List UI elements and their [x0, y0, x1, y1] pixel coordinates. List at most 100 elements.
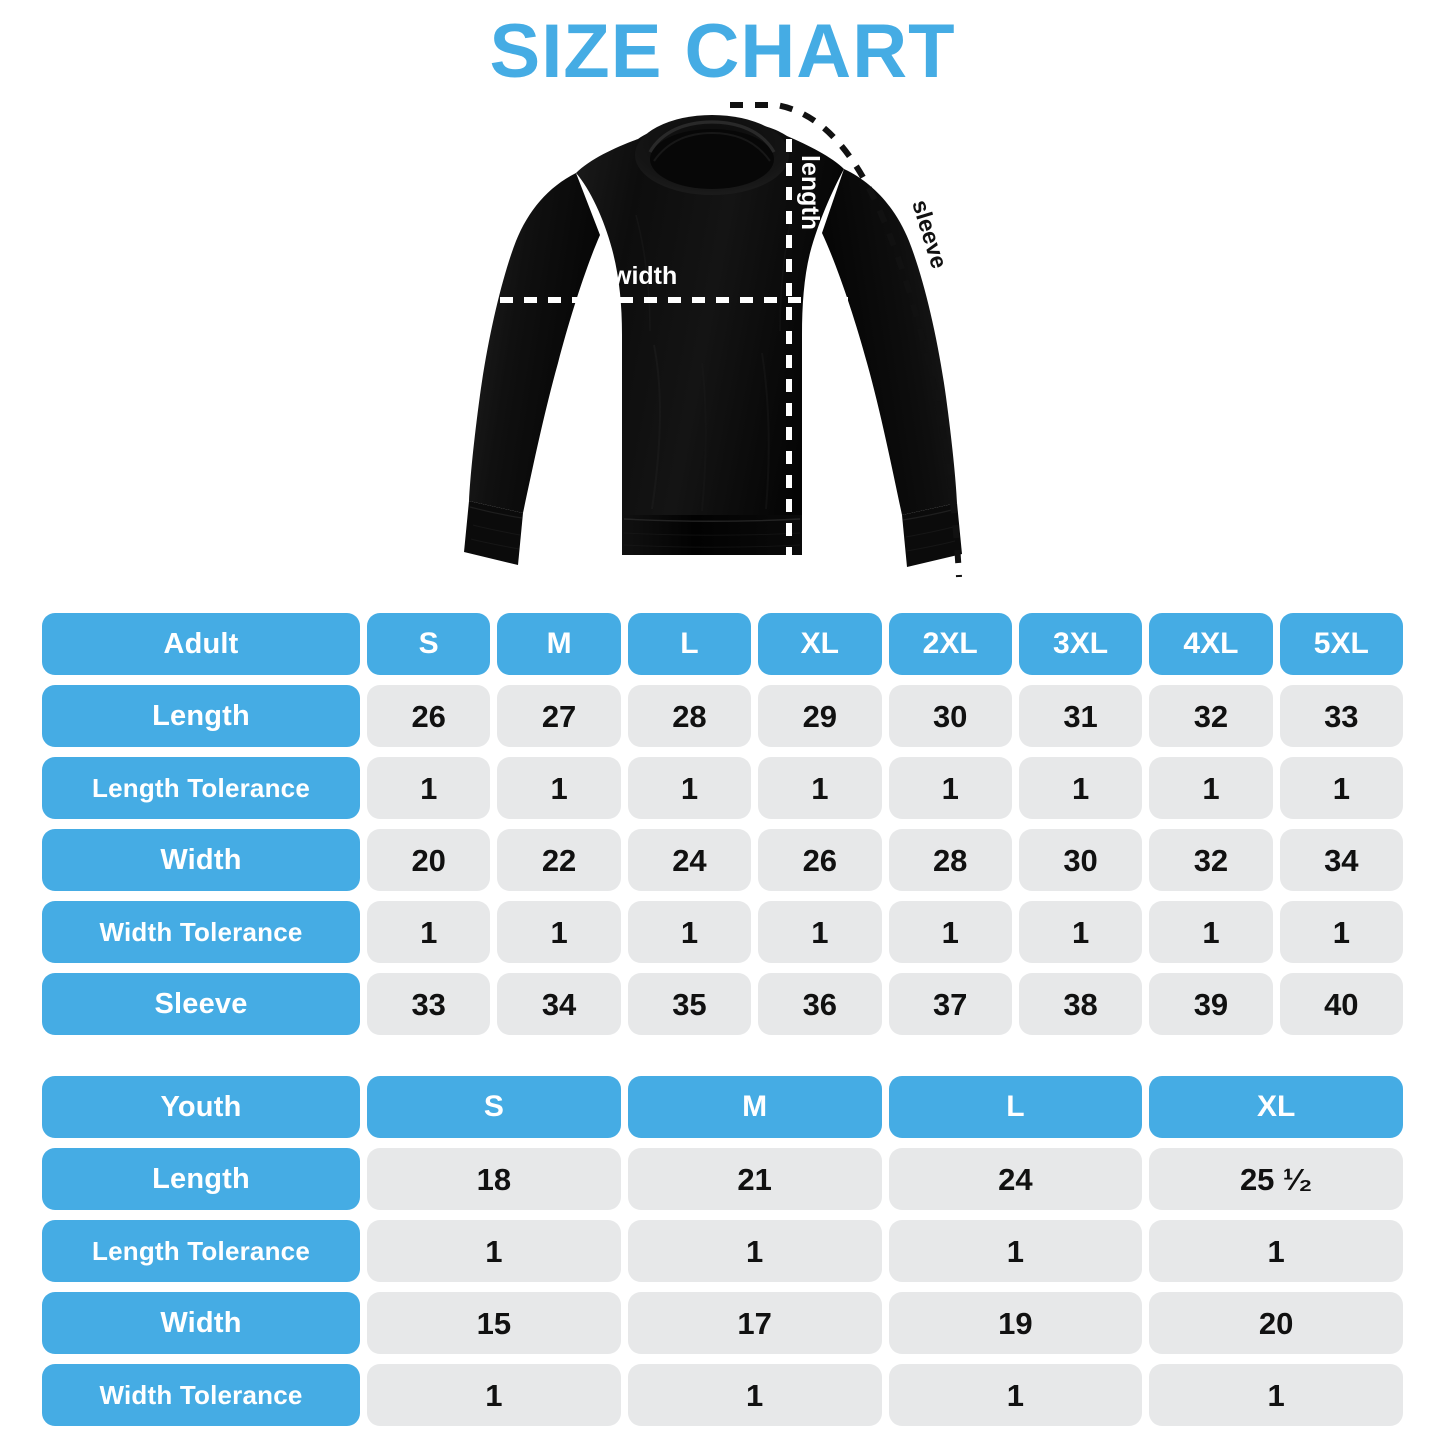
row-label-width: Width: [42, 1292, 360, 1354]
table-cell: 1: [497, 901, 621, 963]
youth-size-table: Youth S M L XL Length 18 21 24 25 ¹⁄₂ Le…: [42, 1076, 1403, 1426]
row-label-width: Width: [42, 829, 360, 891]
table-cell: 1: [1149, 901, 1273, 963]
adult-size-header-l: L: [627, 613, 752, 675]
table-cell: 1: [627, 1220, 882, 1282]
table-cell: 27: [497, 685, 621, 747]
adult-size-table: Adult S M L XL 2XL 3XL 4XL 5XL Length 26…: [42, 613, 1403, 1035]
width-label: width: [612, 262, 678, 290]
table-cell: 1: [1149, 757, 1273, 819]
table-row: Width Tolerance 1 1 1 1: [42, 1364, 1403, 1426]
table-cell: 1: [367, 901, 491, 963]
length-label: length: [796, 155, 824, 230]
table-cell: 38: [1018, 973, 1143, 1035]
table-cell: 1: [888, 1364, 1143, 1426]
table-cell: 1: [497, 757, 621, 819]
table-cell: 20: [1149, 1292, 1403, 1354]
row-label-length: Length: [42, 1148, 360, 1210]
sweatshirt-graphic: [464, 102, 962, 578]
table-cell: 21: [627, 1148, 882, 1210]
table-cell: 33: [1279, 685, 1403, 747]
table-cell: 34: [1279, 829, 1403, 891]
table-row: Sleeve 33 34 35 36 37 38 39 40: [42, 973, 1403, 1035]
table-cell: 1: [758, 901, 882, 963]
table-cell: 36: [758, 973, 882, 1035]
table-cell: 22: [497, 829, 621, 891]
adult-category-label: Adult: [42, 613, 360, 675]
youth-header-row: Youth S M L XL: [42, 1076, 1403, 1138]
table-cell: 1: [1018, 757, 1143, 819]
table-cell: 1: [1018, 901, 1143, 963]
adult-size-header-m: M: [497, 613, 621, 675]
table-row: Width Tolerance 1 1 1 1 1 1 1 1: [42, 901, 1403, 963]
table-cell: 30: [888, 685, 1012, 747]
table-cell: 1: [888, 1220, 1143, 1282]
table-cell: 29: [758, 685, 882, 747]
adult-size-header-2xl: 2XL: [888, 613, 1012, 675]
table-cell: 1: [367, 1364, 621, 1426]
table-cell: 1: [758, 757, 882, 819]
table-cell: 1: [627, 901, 752, 963]
row-label-length-tolerance: Length Tolerance: [42, 757, 360, 819]
row-label-sleeve: Sleeve: [42, 973, 360, 1035]
table-cell: 24: [627, 829, 752, 891]
table-cell: 32: [1149, 685, 1273, 747]
adult-size-header-5xl: 5XL: [1279, 613, 1403, 675]
table-cell: 39: [1149, 973, 1273, 1035]
table-cell: 40: [1279, 973, 1403, 1035]
table-cell: 32: [1149, 829, 1273, 891]
table-cell: 1: [888, 757, 1012, 819]
table-row: Width 20 22 24 26 28 30 32 34: [42, 829, 1403, 891]
youth-size-header-l: L: [888, 1076, 1143, 1138]
table-row: Length Tolerance 1 1 1 1 1 1 1 1: [42, 757, 1403, 819]
table-cell: 25 ¹⁄₂: [1149, 1148, 1403, 1210]
youth-size-header-m: M: [627, 1076, 882, 1138]
table-row: Length Tolerance 1 1 1 1: [42, 1220, 1403, 1282]
row-label-length-tolerance: Length Tolerance: [42, 1220, 360, 1282]
table-cell: 24: [888, 1148, 1143, 1210]
table-cell: 1: [888, 901, 1012, 963]
table-cell: 31: [1018, 685, 1143, 747]
row-label-width-tolerance: Width Tolerance: [42, 901, 360, 963]
garment-illustration: width length sleeve: [440, 95, 1005, 595]
table-cell: 1: [1149, 1364, 1403, 1426]
table-cell: 18: [367, 1148, 621, 1210]
youth-size-header-xl: XL: [1149, 1076, 1403, 1138]
adult-size-header-4xl: 4XL: [1149, 613, 1273, 675]
table-cell: 1: [627, 1364, 882, 1426]
table-row: Length 18 21 24 25 ¹⁄₂: [42, 1148, 1403, 1210]
table-cell: 1: [627, 757, 752, 819]
table-cell: 28: [627, 685, 752, 747]
table-cell: 26: [367, 685, 491, 747]
table-row: Width 15 17 19 20: [42, 1292, 1403, 1354]
sweatshirt-body: [576, 115, 844, 555]
adult-header-row: Adult S M L XL 2XL 3XL 4XL 5XL: [42, 613, 1403, 675]
table-cell: 28: [888, 829, 1012, 891]
page-title: SIZE CHART: [489, 9, 956, 94]
left-sleeve: [464, 173, 600, 565]
row-label-length: Length: [42, 685, 360, 747]
table-cell: 17: [627, 1292, 882, 1354]
youth-category-label: Youth: [42, 1076, 360, 1138]
adult-size-header-s: S: [367, 613, 491, 675]
adult-size-header-xl: XL: [758, 613, 882, 675]
table-cell: 34: [497, 973, 621, 1035]
row-label-width-tolerance: Width Tolerance: [42, 1364, 360, 1426]
table-cell: 1: [1149, 1220, 1403, 1282]
table-cell: 19: [888, 1292, 1143, 1354]
table-cell: 35: [627, 973, 752, 1035]
table-cell: 30: [1018, 829, 1143, 891]
adult-size-header-3xl: 3XL: [1018, 613, 1143, 675]
table-cell: 1: [367, 1220, 621, 1282]
table-cell: 1: [1279, 901, 1403, 963]
sleeve-guide-line: [730, 102, 962, 578]
table-cell: 1: [1279, 757, 1403, 819]
table-row: Length 26 27 28 29 30 31 32 33: [42, 685, 1403, 747]
table-cell: 33: [367, 973, 491, 1035]
table-cell: 26: [758, 829, 882, 891]
youth-size-header-s: S: [367, 1076, 621, 1138]
table-cell: 20: [367, 829, 491, 891]
table-cell: 1: [367, 757, 491, 819]
table-cell: 37: [888, 973, 1012, 1035]
